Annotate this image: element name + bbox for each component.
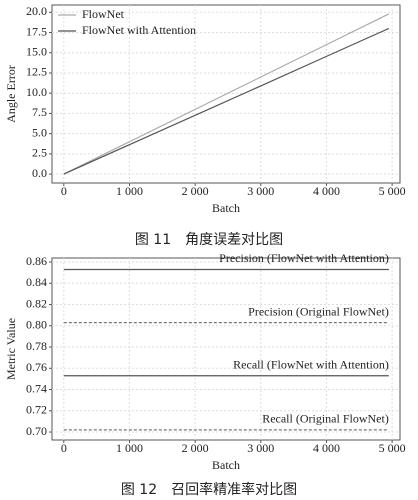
line-label: Precision (FlowNet with Attention) — [219, 251, 389, 265]
y-tick-label: 0.70 — [26, 424, 47, 438]
plot-frame — [51, 4, 401, 184]
y-tick-label: 10.0 — [26, 85, 47, 99]
y-tick-label: 0.80 — [26, 318, 47, 332]
x-tick-label: 4 000 — [313, 441, 340, 455]
y-tick-label: 0.78 — [26, 339, 47, 353]
x-tick-label: 5 000 — [379, 184, 406, 198]
y-tick-label: 0.82 — [26, 296, 47, 310]
x-axis-label: Batch — [212, 458, 240, 472]
plot-frame — [51, 257, 401, 441]
line-label: Precision (Original FlowNet) — [248, 304, 389, 318]
y-axis-label: Angle Error — [4, 65, 18, 123]
y-tick-label: 7.5 — [32, 105, 47, 119]
x-tick-label: 3 000 — [247, 441, 274, 455]
series-line — [63, 13, 390, 175]
line-label: Recall (FlowNet with Attention) — [233, 357, 389, 371]
series-line — [63, 27, 390, 175]
caption: 图 12 召回率精准率对比图 — [121, 481, 297, 498]
y-tick-label: 0.0 — [32, 166, 47, 180]
legend-label: FlowNet — [82, 7, 125, 21]
y-tick-label: 0.76 — [26, 360, 47, 374]
x-tick-label: 1 000 — [116, 184, 143, 198]
line-label: Recall (Original FlowNet) — [262, 412, 389, 426]
legend-label: FlowNet with Attention — [82, 23, 196, 37]
y-tick-label: 17.5 — [26, 24, 47, 38]
x-tick-label: 2 000 — [182, 184, 209, 198]
x-axis-label: Batch — [212, 201, 240, 215]
x-tick-label: 1 000 — [116, 441, 143, 455]
x-tick-label: 2 000 — [182, 441, 209, 455]
y-tick-label: 15.0 — [26, 44, 47, 58]
caption: 图 11 角度误差对比图 — [135, 232, 283, 248]
y-tick-label: 20.0 — [26, 4, 47, 18]
x-tick-label: 5 000 — [379, 441, 406, 455]
x-tick-label: 3 000 — [247, 184, 274, 198]
y-tick-label: 0.84 — [26, 275, 47, 289]
y-tick-label: 5.0 — [32, 125, 47, 139]
y-tick-label: 12.5 — [26, 65, 47, 79]
y-tick-label: 0.86 — [26, 254, 47, 268]
x-tick-label: 0 — [61, 184, 67, 198]
y-tick-label: 2.5 — [32, 146, 47, 160]
y-axis-label: Metric Value — [4, 318, 18, 380]
y-tick-label: 0.74 — [26, 381, 47, 395]
y-tick-label: 0.72 — [26, 403, 47, 417]
x-tick-label: 4 000 — [313, 184, 340, 198]
x-tick-label: 0 — [61, 441, 67, 455]
